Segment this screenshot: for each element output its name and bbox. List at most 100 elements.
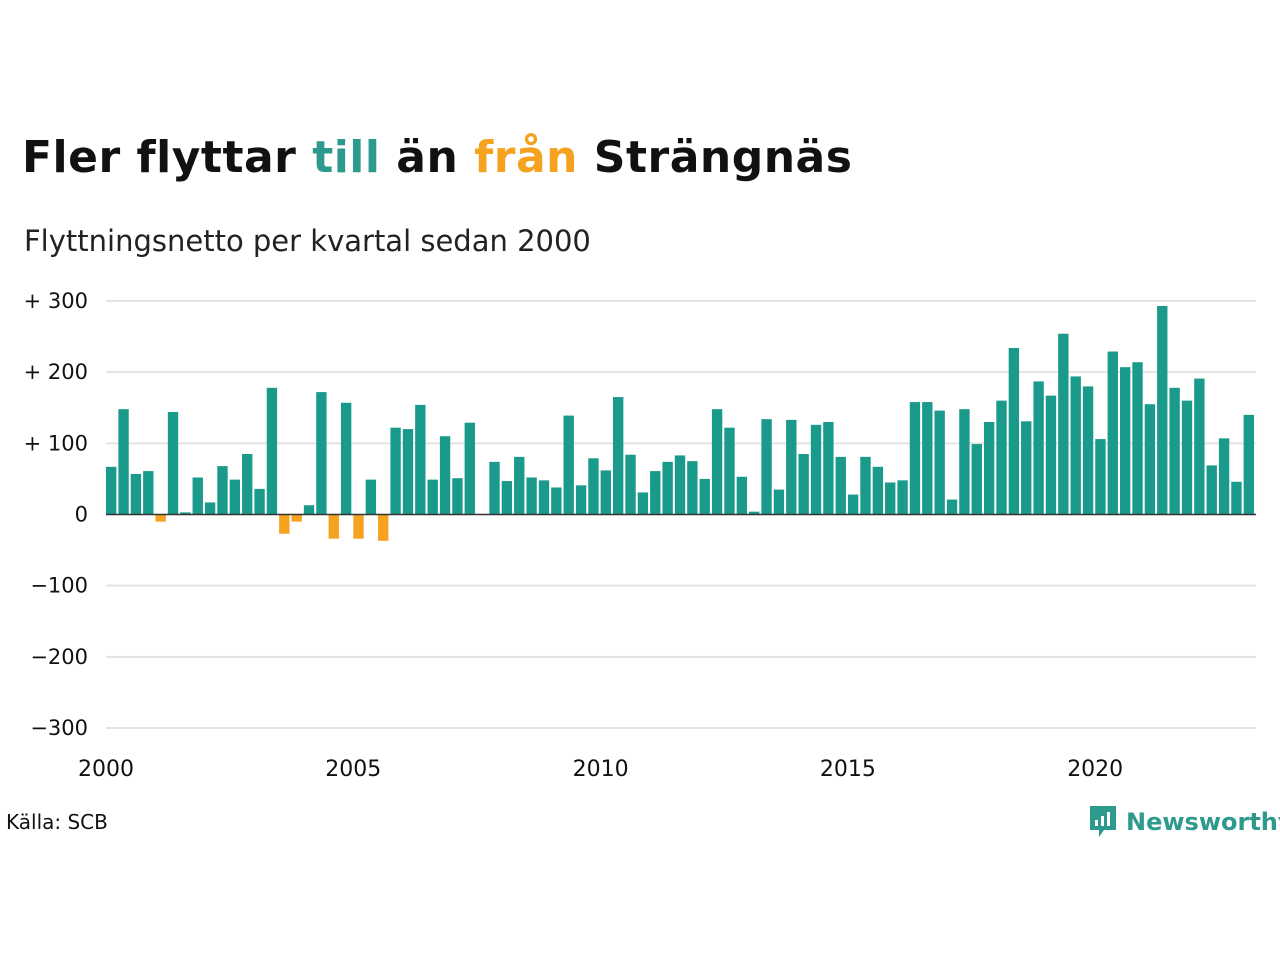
bar [254, 488, 265, 515]
bar [303, 505, 315, 515]
bar [588, 458, 599, 515]
bar [204, 502, 216, 515]
bar [600, 470, 611, 515]
bar [1045, 395, 1057, 515]
newsworthy-chart-bubble-icon [1090, 806, 1116, 837]
bar [143, 471, 154, 515]
bar [897, 480, 908, 515]
chart-subtitle: Flyttningsnetto per kvartal sedan 2000 [24, 224, 591, 258]
bar [1218, 438, 1230, 515]
bar [1070, 376, 1081, 515]
bar [452, 478, 463, 515]
bar [650, 471, 661, 515]
bar [563, 415, 574, 515]
y-axis-labels: + 300 + 200 + 100 0 −100 −200 −300 [24, 289, 88, 740]
y-tick-label: 0 [75, 503, 88, 527]
bar [316, 392, 327, 515]
bar [1157, 305, 1168, 515]
bar [724, 427, 735, 515]
bar [415, 404, 426, 515]
bar [612, 397, 624, 515]
bar [106, 466, 117, 515]
title-part-fran: från [474, 132, 578, 183]
bar [538, 480, 550, 515]
bar [798, 454, 809, 515]
bar [835, 456, 846, 515]
bar [1119, 367, 1131, 515]
bar [736, 476, 748, 515]
bar [1095, 439, 1106, 515]
bar [625, 454, 636, 515]
bar [922, 402, 933, 515]
bar [291, 514, 302, 522]
logo-text: Newsworthy [1126, 808, 1280, 836]
bar [1107, 351, 1118, 515]
bar [526, 477, 537, 515]
bar [823, 421, 834, 515]
bar [365, 479, 377, 515]
x-tick-label: 2005 [325, 757, 381, 782]
bar [996, 400, 1007, 515]
y-tick-label: −200 [30, 645, 88, 669]
bar [328, 514, 339, 539]
bar [464, 422, 475, 515]
bar [1021, 421, 1032, 515]
x-tick-label: 2010 [573, 757, 629, 782]
bar [662, 461, 673, 515]
bar [1132, 362, 1143, 515]
bar [711, 409, 723, 515]
y-tick-label: −100 [30, 574, 88, 598]
bar [860, 456, 871, 515]
bar [773, 489, 785, 515]
bar [934, 410, 945, 515]
bar [761, 419, 772, 515]
bar [699, 478, 710, 515]
title-part-5: Strängnäs [577, 132, 853, 183]
bar [489, 461, 500, 515]
title-part-till: till [312, 132, 381, 183]
x-tick-label: 2020 [1067, 757, 1123, 782]
bar [983, 421, 995, 515]
newsworthy-logo: Newsworthy [1088, 804, 1280, 840]
grid-lines [106, 300, 1256, 729]
source-note: Källa: SCB [6, 810, 108, 834]
bar [810, 424, 822, 515]
bar [279, 514, 290, 534]
bars [106, 305, 1256, 541]
bar [575, 485, 587, 515]
bar [1058, 333, 1069, 515]
bar [971, 444, 982, 515]
bar [427, 479, 438, 515]
y-tick-label: + 300 [24, 289, 88, 313]
bar [514, 456, 525, 515]
bar [1231, 481, 1242, 515]
bar [1243, 414, 1254, 515]
bar [378, 514, 389, 541]
bar [402, 429, 414, 515]
bar [1206, 465, 1217, 515]
bar [1082, 386, 1094, 515]
bar [242, 454, 253, 515]
bar [551, 487, 562, 515]
bar [266, 387, 278, 515]
bar [847, 494, 859, 515]
y-tick-label: −300 [30, 716, 88, 740]
bar [674, 455, 686, 515]
title-part-3: än [380, 132, 475, 183]
bar [340, 402, 352, 515]
bar [155, 514, 166, 522]
chart-title: Fler flyttar till än från Strängnäs [22, 132, 852, 183]
bar [946, 499, 958, 515]
bar [1008, 347, 1020, 515]
bar [192, 477, 203, 515]
bar [130, 473, 142, 515]
bar [1033, 381, 1044, 515]
bar [501, 481, 513, 515]
bar [637, 492, 649, 515]
bar [959, 409, 970, 515]
bar [1144, 404, 1156, 515]
y-tick-label: + 200 [24, 360, 88, 384]
bar [749, 511, 760, 515]
x-tick-label: 2000 [78, 757, 134, 782]
